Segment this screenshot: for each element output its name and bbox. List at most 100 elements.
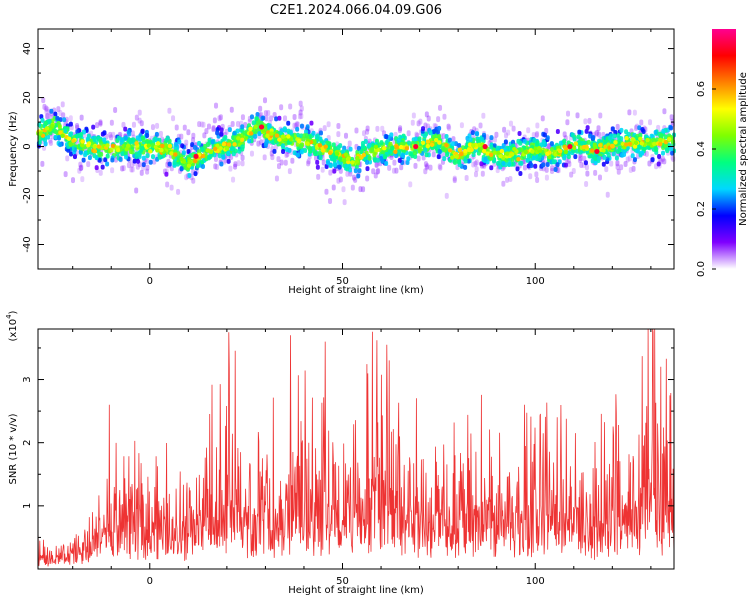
spectrogram-cell — [215, 143, 220, 149]
spectrogram-cell — [321, 159, 326, 166]
spectrogram-cell — [249, 150, 254, 157]
spectrogram-cell — [584, 128, 589, 134]
spectrogram-cell — [176, 188, 181, 195]
spectrogram-cell — [631, 165, 636, 172]
spectrogram-cell — [410, 119, 415, 126]
spectrogram-cell — [492, 136, 497, 143]
spectrogram-cell — [53, 129, 58, 135]
spectrogram-cell — [257, 131, 262, 137]
spectrogram-cell — [522, 164, 527, 171]
spectrogram-cell — [92, 144, 97, 149]
spectrogram-cell — [489, 135, 494, 141]
spectrogram-peak — [258, 124, 265, 130]
spectrogram-cell — [382, 146, 387, 151]
spectrogram-cell — [562, 138, 567, 144]
spectrogram-cell — [233, 163, 238, 170]
spectrogram-cell — [318, 130, 323, 136]
spectrogram-peak — [413, 143, 419, 150]
spectrogram-cell — [661, 150, 666, 156]
spectrogram-cell — [663, 142, 668, 148]
spectrogram-cell — [414, 136, 419, 142]
spectrogram-cell — [508, 120, 513, 127]
spectrogram-cell — [457, 147, 462, 152]
spectrogram-cell — [580, 140, 585, 146]
spectrogram-cell — [228, 165, 233, 172]
spectrogram-cell — [96, 144, 102, 149]
spectrogram-cell — [221, 141, 227, 147]
spectrogram-cell — [638, 132, 643, 138]
spectrogram-cell — [656, 124, 661, 131]
spectrogram-cell — [274, 175, 279, 182]
spectrogram-cell — [336, 131, 341, 138]
snr-panel: 0 50 100 123 Height of straight line (km) … — [5, 310, 675, 596]
spectrogram-cell — [444, 133, 449, 139]
spectrogram-cell — [623, 142, 629, 147]
spectrogram-cell — [450, 141, 455, 147]
spectrogram-cell — [611, 151, 616, 157]
spectrogram-cell — [332, 162, 337, 168]
spectrogram-cell — [473, 160, 478, 167]
spectrogram-cell — [596, 155, 601, 161]
spectrogram-cell — [146, 143, 151, 148]
spectrogram-cell — [304, 129, 309, 135]
spectrogram-cell — [218, 146, 223, 151]
spectrogram-cell — [50, 123, 55, 129]
spectrogram-cell — [102, 130, 107, 136]
spectrogram-cell — [155, 141, 161, 146]
spectrogram-cell — [211, 126, 216, 133]
y-tick-label: 3 — [22, 376, 33, 382]
spectrogram-cell — [140, 135, 145, 141]
spectrogram-cell — [219, 131, 224, 137]
spectrogram-cell — [226, 142, 232, 147]
y-tick-label: 0 — [22, 143, 33, 149]
spectrogram-cell — [258, 105, 263, 112]
spectrogram-cell — [566, 157, 571, 164]
spectrogram-cell — [294, 121, 299, 128]
spectrogram-cell — [324, 164, 329, 170]
spectrogram-cell — [437, 134, 442, 140]
spectrogram-cell — [148, 149, 153, 154]
spectrogram-cell — [463, 158, 468, 164]
spectrogram-cell — [167, 107, 172, 114]
spectrogram-cell — [222, 136, 227, 142]
spectrogram-cell — [488, 152, 494, 158]
spectrogram-cell — [359, 149, 364, 155]
spectrogram-cell — [411, 112, 416, 119]
spectrogram-cell — [499, 148, 505, 154]
spectrogram-cell — [479, 136, 484, 142]
snr-x-label: Height of straight line (km) — [288, 585, 424, 596]
y-tick-label: 40 — [22, 42, 33, 55]
spectrogram-cell — [361, 186, 366, 193]
spectrogram-cell — [453, 159, 458, 165]
spectrogram-cell — [640, 126, 645, 132]
spectrogram-cell — [169, 184, 174, 191]
spectrogram-cell — [596, 125, 601, 132]
spectrogram-cell — [305, 141, 310, 146]
spectrogram-cell — [314, 134, 319, 140]
spectrogram-cell — [315, 159, 320, 165]
spectrogram-cell — [367, 155, 372, 161]
spectrogram-cell — [109, 147, 114, 153]
spectrogram-cell — [392, 159, 397, 166]
spectrogram-cell — [284, 151, 289, 158]
spectrogram-cell — [429, 142, 435, 147]
spectrogram-cell — [251, 120, 256, 126]
spectrogram-cell — [314, 151, 319, 157]
spectrogram-cell — [635, 148, 640, 154]
spectrogram-cell — [186, 163, 192, 168]
spectrogram-cell — [423, 168, 428, 175]
spectrogram-cell — [562, 131, 567, 138]
spectrogram-cell — [298, 100, 303, 107]
spectrogram-cell — [373, 144, 379, 150]
spectrogram-cell — [125, 143, 131, 148]
spectrogram-cell — [362, 130, 367, 137]
spectrogram-cell — [444, 142, 449, 148]
spectrogram-cell — [387, 149, 392, 155]
spectrogram-cell — [269, 131, 274, 136]
spectrogram-cell — [315, 164, 320, 170]
spectrogram-cell — [126, 162, 131, 169]
spectrogram-cell — [193, 158, 198, 164]
spectrogram-cell — [140, 128, 145, 134]
spectrogram-cell — [438, 164, 443, 171]
spectrogram-cell — [105, 161, 110, 167]
